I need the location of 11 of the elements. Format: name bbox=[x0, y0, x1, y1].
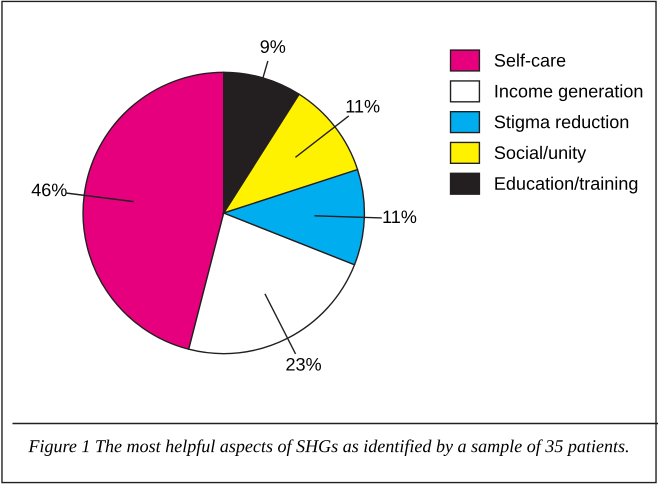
data-label: 11% bbox=[346, 100, 380, 113]
data-label: 23% bbox=[286, 358, 321, 371]
caption: Figure 1 The most helpful aspects of SHGs as identified by a sample of 35 patients. bbox=[28, 439, 628, 456]
legend-label: Income generation bbox=[496, 84, 642, 102]
data-label: 11% bbox=[383, 210, 416, 224]
legend-label: Social/unity bbox=[494, 146, 586, 163]
legend-label: Stigma reduction bbox=[494, 115, 628, 132]
data-label: 46% bbox=[32, 184, 67, 196]
legend-label: Education/training bbox=[495, 176, 638, 194]
data-label: 9% bbox=[260, 40, 286, 53]
legend-label: Self-care bbox=[494, 53, 566, 67]
